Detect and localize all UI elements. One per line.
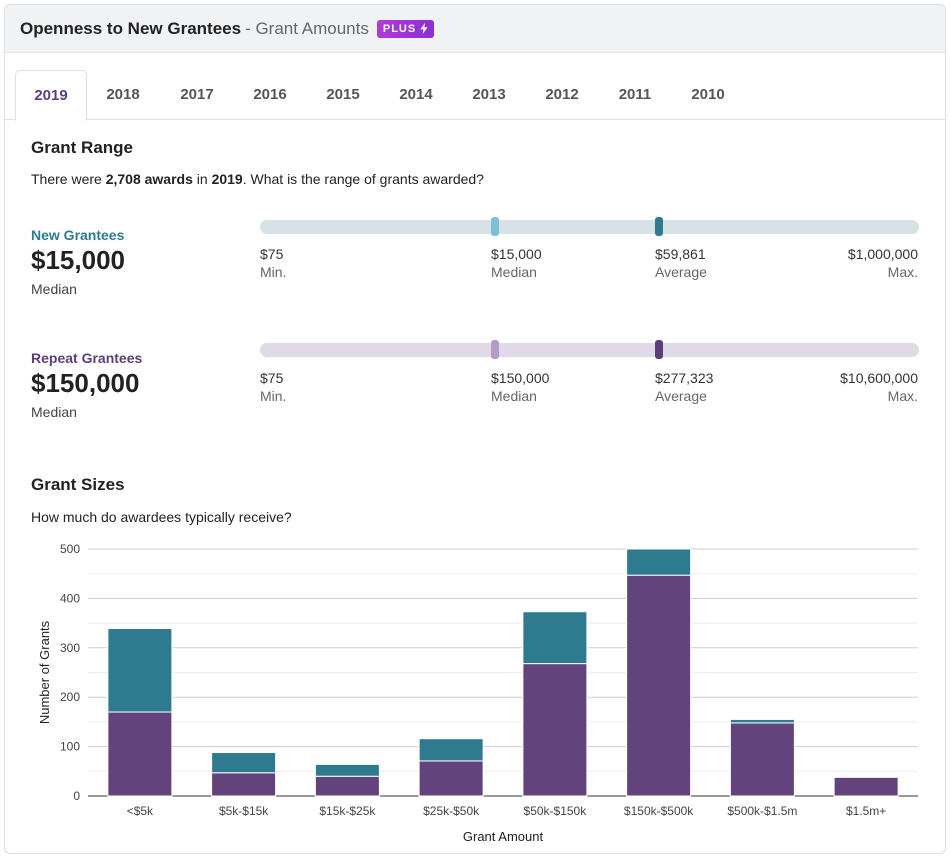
grant-amounts-card: Openness to New Grantees - Grant Amounts… [4, 4, 946, 854]
tab-2019[interactable]: 2019 [15, 70, 87, 121]
new-grantees-min: $75 Min. [260, 246, 287, 280]
x-tick-label: <$5k [127, 804, 154, 818]
y-tick-label: 0 [73, 789, 80, 803]
new-grantees-average-marker [655, 217, 663, 236]
grant-range-title: Grant Range [31, 138, 134, 157]
grant-range-intro: There were 2,708 awards in 2019. What is… [31, 171, 484, 187]
x-tick-label: $5k-$15k [219, 804, 269, 818]
tab-2013[interactable]: 2013 [472, 86, 506, 103]
awards-count: 2,708 awards [105, 171, 193, 187]
x-tick-label: $50k-$150k [524, 804, 588, 818]
tab-2016[interactable]: 2016 [253, 86, 287, 103]
x-tick-label: $150k-$500k [624, 804, 694, 818]
bar-new-1 [211, 752, 277, 774]
new-grantees-median: $15,000 Median [491, 246, 542, 280]
bar-new-7 [833, 775, 899, 778]
x-tick-label: $25k-$50k [423, 804, 480, 818]
new-grantees-average: $59,861 Average [655, 246, 707, 280]
x-tick-label: $500k-$1.5m [727, 804, 797, 818]
bar-repeat-0 [107, 711, 173, 797]
bar-repeat-1 [211, 772, 277, 797]
awards-year: 2019 [211, 171, 243, 187]
repeat-grantees-max: $10,600,000 Max. [840, 370, 918, 404]
new-grantees-label: New Grantees [31, 227, 125, 243]
bar-repeat-2 [314, 775, 380, 797]
tab-2014[interactable]: 2014 [399, 86, 433, 103]
repeat-grantees-median-marker [491, 340, 499, 359]
y-axis-label: Number of Grants [37, 620, 52, 724]
x-tick-label: $1.5m+ [846, 804, 886, 818]
new-grantees-median-word: Median [31, 281, 77, 297]
repeat-grantees-average-marker [655, 340, 663, 359]
y-tick-label: 300 [60, 641, 80, 655]
repeat-grantees-min: $75 Min. [260, 370, 287, 404]
year-tabs: 2019 2018 2017 2016 2015 2014 2013 2012 2011 2010 [5, 70, 945, 121]
repeat-grantees-range-track [260, 343, 919, 357]
plus-badge-label: PLUS [382, 22, 417, 35]
bar-new-6 [729, 718, 795, 724]
repeat-grantees-label: Repeat Grantees [31, 350, 143, 366]
bar-repeat-4 [522, 663, 588, 797]
lightning-icon [420, 23, 428, 34]
grant-sizes-chart-svg: 0 100 200 300 400 500 <$5k $5k-$15k $15k-$25k $25… [37, 542, 918, 844]
tab-2015[interactable]: 2015 [326, 86, 360, 103]
bar-repeat-7 [833, 776, 899, 797]
y-tick-label: 100 [60, 740, 80, 754]
bar-repeat-3 [418, 760, 484, 797]
grant-sizes-question: How much do awardees typically receive? [31, 509, 292, 525]
repeat-grantees-median-big: $150,000 [31, 368, 140, 398]
repeat-grantees-median-word: Median [31, 404, 77, 420]
y-tick-label: 500 [60, 542, 80, 556]
new-grantees-median-marker [491, 217, 499, 236]
bar-repeat-5 [626, 574, 692, 797]
x-axis-label: Grant Amount [463, 829, 544, 844]
y-tick-label: 400 [60, 591, 80, 605]
repeat-grantees-average: $277,323 Average [655, 370, 714, 404]
grant-sizes-chart: 0 100 200 300 400 500 <$5k $5k-$15k $15k-$25k $25… [5, 535, 945, 853]
new-grantees-max: $1,000,000 Max. [847, 246, 918, 280]
y-tick-label: 200 [60, 690, 80, 704]
plus-badge: PLUS [376, 19, 435, 38]
new-grantees-range-track [260, 220, 919, 234]
bar-new-2 [314, 763, 380, 777]
bar-new-3 [418, 738, 484, 762]
new-grantees-median-big: $15,000 [31, 245, 125, 275]
tab-2018[interactable]: 2018 [106, 86, 140, 103]
grant-sizes-title: Grant Sizes [31, 475, 125, 494]
bar-new-5 [626, 548, 692, 576]
x-tick-label: $15k-$25k [319, 804, 376, 818]
bar-new-4 [522, 611, 588, 665]
bar-new-0 [107, 628, 173, 713]
tab-2017[interactable]: 2017 [180, 86, 214, 103]
tab-2010[interactable]: 2010 [691, 86, 725, 103]
repeat-grantees-median: $150,000 Median [491, 370, 550, 404]
card-title: Openness to New Grantees [20, 18, 242, 38]
card-subtitle: - Grant Amounts [245, 18, 369, 38]
tab-2012[interactable]: 2012 [545, 86, 579, 103]
tab-2011[interactable]: 2011 [618, 86, 652, 103]
bar-repeat-6 [729, 722, 795, 797]
card-header: Openness to New Grantees - Grant Amounts… [5, 5, 945, 53]
